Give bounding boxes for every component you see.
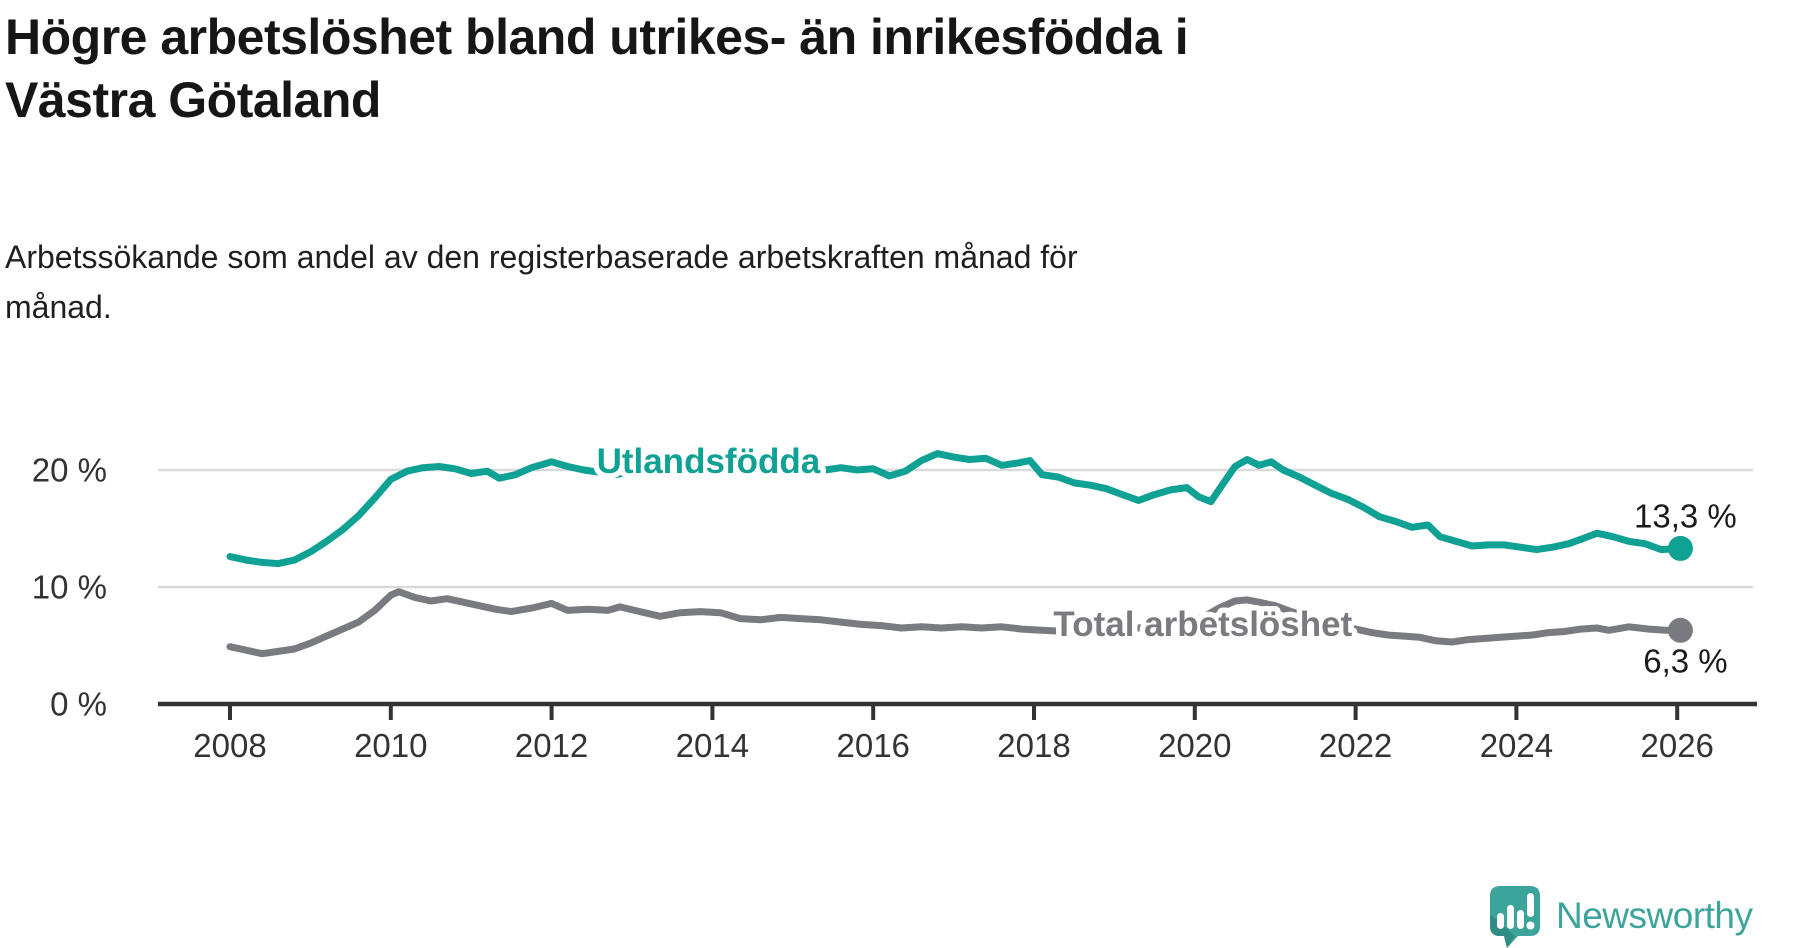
x-axis-tick-label: 2018 — [997, 727, 1070, 764]
x-axis-tick-label: 2024 — [1480, 727, 1553, 764]
chart-subtitle: Arbetssökande som andel av den registerb… — [5, 232, 1755, 332]
newsworthy-logo-icon — [1490, 886, 1540, 948]
newsworthy-wordmark: Newsworthy — [1556, 895, 1753, 936]
x-axis-tick-label: 2016 — [836, 727, 909, 764]
series-label-utlandsf-dda: Utlandsfödda — [597, 442, 821, 481]
y-axis-tick-label: 20 % — [32, 452, 107, 489]
x-axis-tick-label: 2014 — [676, 727, 749, 764]
series-line-utlandsf-dda — [226, 450, 1684, 568]
subtitle-line-1: Arbetssökande som andel av den registerb… — [5, 239, 1078, 275]
title-line-1: Högre arbetslöshet bland utrikes- än inr… — [5, 9, 1189, 65]
newsworthy-branding: Newsworthy — [1487, 884, 1753, 948]
x-axis-tick-label: 2008 — [193, 727, 266, 764]
subtitle-line-2: månad. — [5, 289, 112, 325]
series-line-total-arbetsl-shet — [226, 588, 1684, 658]
x-axis-tick-label: 2010 — [354, 727, 427, 764]
series-end-value-utlandsf-dda: 13,3 % — [1634, 497, 1737, 534]
y-axis-tick-label: 0 % — [50, 686, 107, 723]
series-end-dot-total-arbetsl-shet — [1667, 617, 1693, 643]
series-end-value-total-arbetsl-shet: 6,3 % — [1643, 642, 1727, 679]
page-title: Högre arbetslöshet bland utrikes- än inr… — [5, 6, 1755, 132]
series-end-dot-utlandsf-dda — [1667, 535, 1693, 561]
y-axis-tick-label: 10 % — [32, 569, 107, 606]
title-line-2: Västra Götaland — [5, 72, 381, 128]
series-label-total-arbetsl-shet: Total arbetslöshet — [1053, 605, 1352, 644]
x-axis-tick-label: 2012 — [515, 727, 588, 764]
x-axis-tick-label: 2022 — [1319, 727, 1392, 764]
x-axis-tick-label: 2026 — [1640, 727, 1713, 764]
x-axis-tick-label: 2020 — [1158, 727, 1231, 764]
